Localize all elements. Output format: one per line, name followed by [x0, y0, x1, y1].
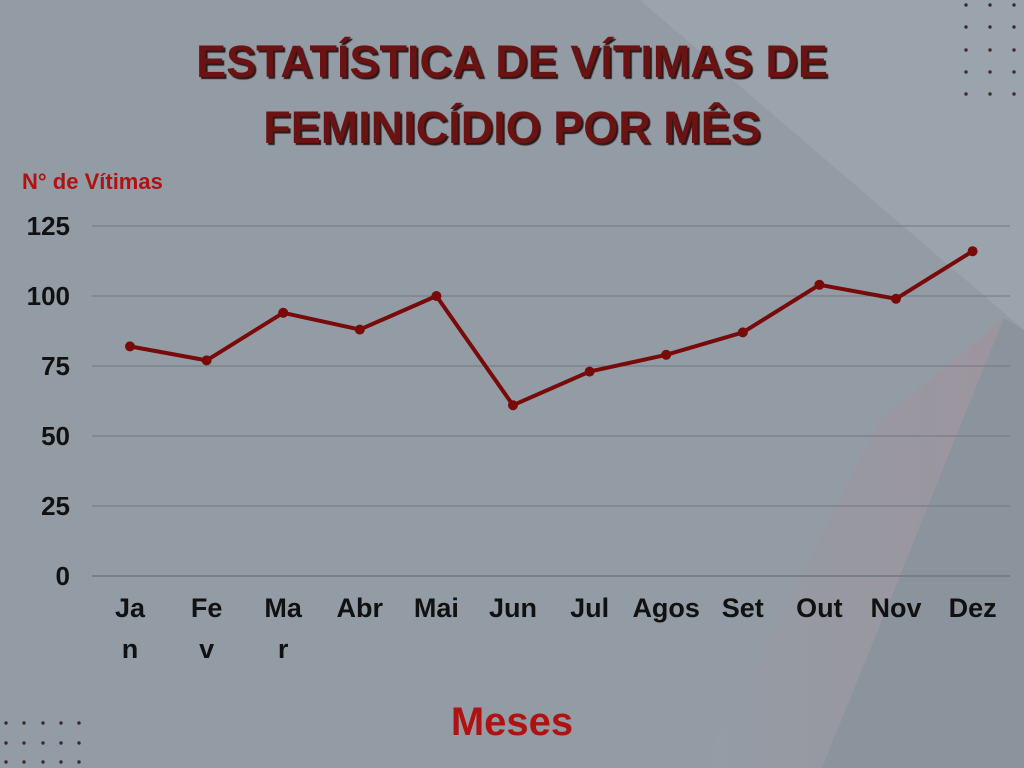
background-tint-shape [700, 318, 1004, 768]
decor-dot [964, 92, 968, 96]
decor-dot [4, 721, 8, 725]
data-point-abr [354, 324, 365, 335]
x-tick-label: Abr [336, 593, 384, 623]
data-point-agos [661, 349, 672, 360]
decor-dot [1012, 48, 1016, 52]
data-point-jul [584, 366, 595, 377]
background-dark-shape [822, 318, 1024, 768]
decor-dot [4, 741, 8, 745]
decor-dot [41, 741, 45, 745]
x-axis-label: Meses [450, 700, 574, 744]
data-point-out [814, 279, 825, 290]
x-tick-label: Set [721, 593, 764, 623]
data-point-set [737, 327, 748, 338]
series-group [125, 246, 978, 411]
decor-dot [77, 741, 81, 745]
y-tick-label: 125 [27, 211, 70, 241]
data-point-jan [125, 341, 135, 352]
decor-dot [1012, 3, 1016, 7]
data-point-fev [201, 355, 212, 366]
chart-title: ESTATÍSTICA DE VÍTIMAS DE FEMINICÍDIO PO… [196, 36, 828, 153]
decor-dot [4, 760, 8, 764]
background-light-shape [640, 0, 1024, 330]
dot-grid-bottom-left [4, 721, 81, 764]
decor-dot [22, 721, 26, 725]
data-point-mar [278, 307, 289, 318]
y-tick-label: 0 [56, 561, 70, 591]
dot-grids [4, 3, 1016, 764]
x-tick-label: Agos [632, 593, 700, 623]
decor-dot [988, 25, 992, 29]
decor-dot [1012, 70, 1016, 74]
decor-dot [77, 721, 81, 725]
decor-dot [964, 25, 968, 29]
decor-dot [41, 760, 45, 764]
gridlines [92, 225, 1010, 577]
x-tick-label: Mar [264, 593, 302, 664]
x-tick-label: Jun [488, 593, 537, 623]
x-tick-label: Fev [190, 593, 223, 664]
decor-dot [22, 760, 26, 764]
decor-dot [988, 48, 992, 52]
decor-dot [41, 721, 45, 725]
data-point-dez [967, 246, 978, 257]
y-tick-label: 100 [27, 281, 70, 311]
decor-dot [964, 70, 968, 74]
decor-dot [1012, 25, 1016, 29]
x-tick-label: Nov [870, 593, 922, 623]
x-tick-label: Jan [114, 593, 146, 664]
decor-dot [22, 741, 26, 745]
y-tick-label: 50 [41, 421, 70, 451]
data-point-jun [508, 400, 518, 411]
decor-dot [59, 760, 63, 764]
decor-dot [964, 3, 968, 7]
decor-dot [988, 70, 992, 74]
decor-dot [1012, 92, 1016, 96]
x-tick-label: Dez [948, 593, 997, 623]
x-tick-label: Out [796, 593, 843, 623]
decor-dot [988, 3, 992, 7]
decor-dot [77, 760, 81, 764]
x-tick-label: Jul [570, 593, 610, 623]
decor-dot [988, 92, 992, 96]
data-point-mai [431, 291, 442, 301]
y-tick-label: 75 [41, 351, 70, 381]
x-tick-label: Mai [413, 593, 459, 623]
y-tick-label: 25 [41, 491, 70, 521]
dot-grid-top-right [964, 3, 1016, 96]
series-line [128, 249, 975, 408]
decor-dot [59, 721, 63, 725]
decor-dot [59, 741, 63, 745]
data-point-nov [891, 293, 901, 304]
y-axis-label: N° de Vítimas [22, 169, 163, 194]
decor-dot [964, 48, 968, 52]
y-axis-ticks: 0 25 50 75 100 125 [27, 211, 70, 591]
